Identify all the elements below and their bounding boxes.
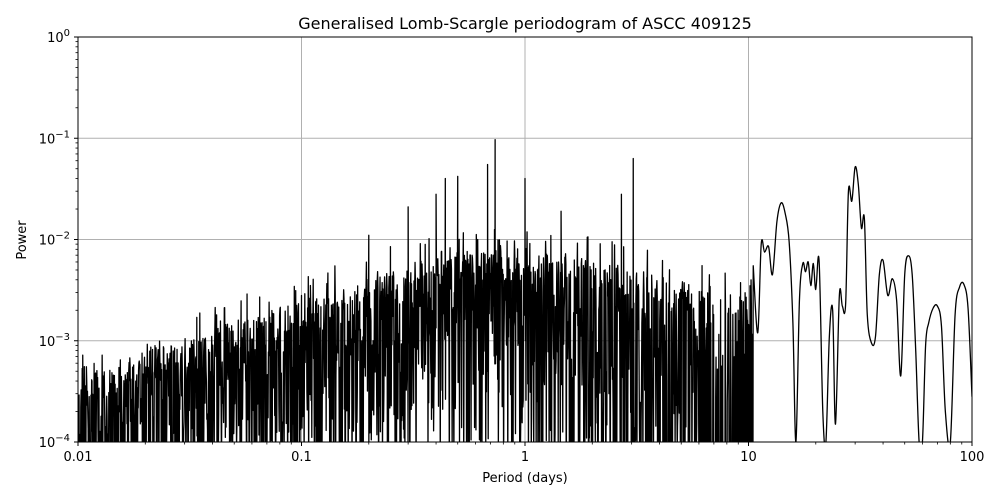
x-tick-label: 10 bbox=[740, 450, 757, 465]
y-tick-label: 10−3 bbox=[39, 332, 70, 350]
x-axis-ticks: 0.01 0.1 1 10 100 bbox=[64, 442, 985, 465]
power-series-line bbox=[78, 138, 972, 442]
x-axis-label: Period (days) bbox=[482, 471, 568, 486]
y-tick-label: 10−4 bbox=[39, 433, 70, 451]
y-axis-ticks: 100 10−1 10−2 10−3 10−4 bbox=[39, 28, 78, 451]
x-tick-label: 1 bbox=[521, 450, 529, 465]
y-tick-label: 10−1 bbox=[39, 129, 70, 147]
x-tick-label: 100 bbox=[960, 450, 985, 465]
y-axis-label: Power bbox=[15, 220, 30, 260]
x-tick-label: 0.01 bbox=[64, 450, 93, 465]
power-line-path bbox=[78, 138, 972, 442]
chart-title: Generalised Lomb-Scargle periodogram of … bbox=[298, 14, 752, 33]
y-tick-label: 100 bbox=[47, 28, 70, 46]
y-tick-label: 10−2 bbox=[39, 231, 70, 249]
x-tick-label: 0.1 bbox=[291, 450, 312, 465]
